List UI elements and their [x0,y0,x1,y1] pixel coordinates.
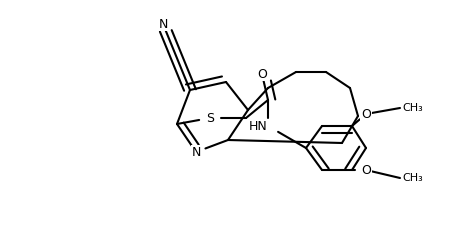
Text: N: N [158,17,168,30]
Text: CH₃: CH₃ [402,173,423,183]
Text: O: O [257,68,267,80]
Text: N: N [191,145,201,159]
Text: O: O [361,164,371,176]
Text: CH₃: CH₃ [402,103,423,113]
Text: HN: HN [249,119,268,133]
Text: S: S [206,111,214,124]
Text: O: O [361,108,371,120]
